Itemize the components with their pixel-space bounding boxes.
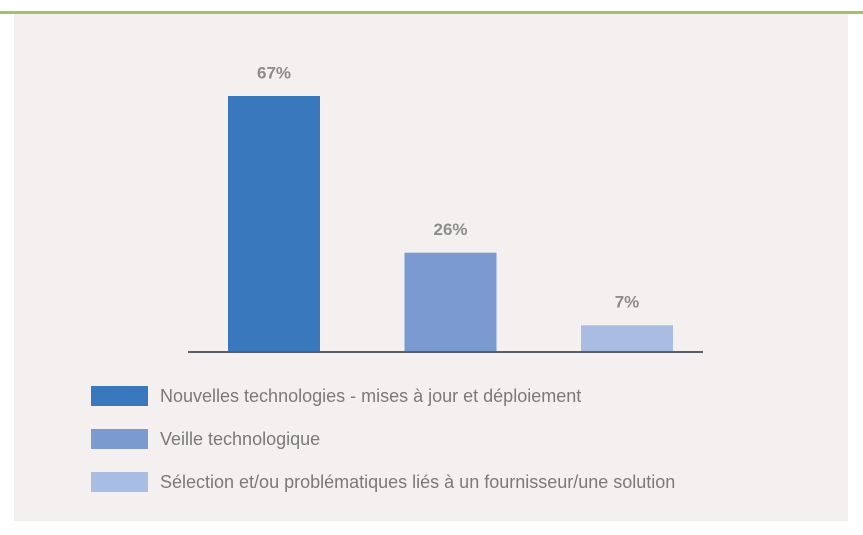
bar <box>228 96 320 352</box>
value-label: 26% <box>433 220 467 239</box>
legend-label: Veille technologique <box>160 429 320 449</box>
legend-label: Sélection et/ou problématiques liés à un… <box>160 472 675 492</box>
value-label: 67% <box>257 63 291 82</box>
bar <box>581 325 673 352</box>
legend-swatch <box>91 472 148 492</box>
top-rule <box>0 11 863 14</box>
legend-swatch <box>91 429 148 449</box>
bar <box>404 252 497 352</box>
value-label: 7% <box>615 293 640 312</box>
legend-label: Nouvelles technologies - mises à jour et… <box>160 386 581 406</box>
legend-swatch <box>91 386 148 406</box>
